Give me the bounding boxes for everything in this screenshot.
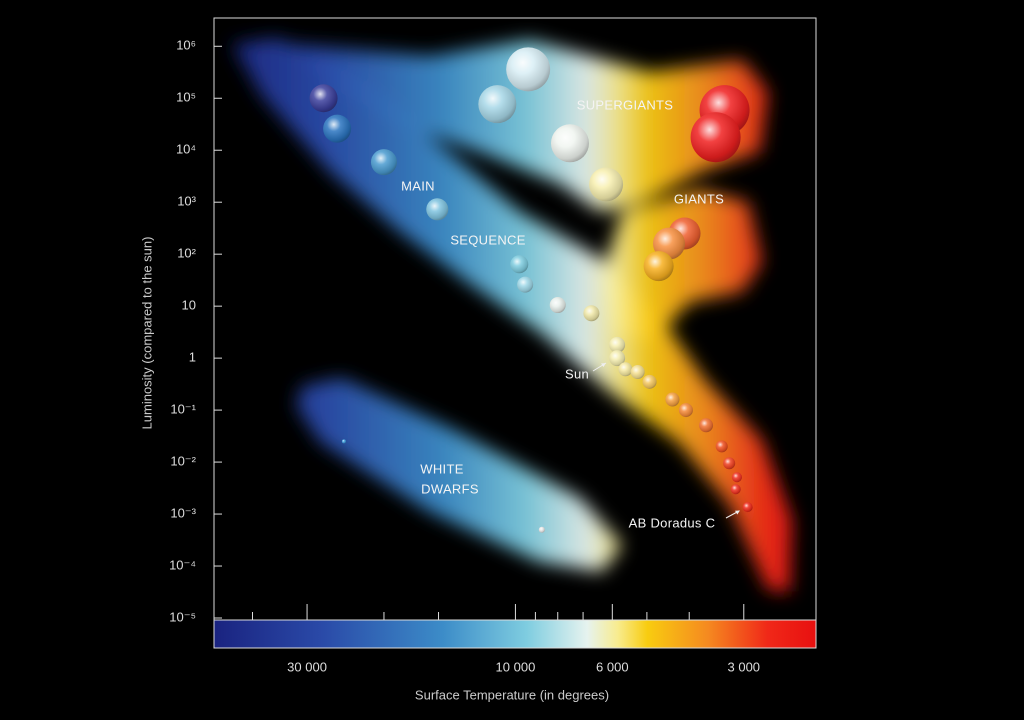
- star-highlight: [715, 440, 728, 453]
- star-highlight: [538, 526, 545, 533]
- star-highlight: [583, 305, 600, 322]
- star-highlight: [742, 502, 753, 513]
- supergiant-region: [290, 40, 768, 212]
- star-highlight: [517, 276, 534, 293]
- star-highlight: [730, 484, 741, 495]
- star-highlight: [478, 85, 517, 124]
- plot-frame: [213, 17, 817, 649]
- x-tick-label: 10 000: [496, 659, 536, 674]
- x-tick-label: 30 000: [287, 659, 327, 674]
- star-highlight: [699, 418, 714, 433]
- star-highlight: [609, 336, 626, 353]
- star-highlight: [510, 255, 529, 274]
- y-tick-label: 10²: [177, 246, 196, 261]
- x-tick-label: 6 000: [596, 659, 629, 674]
- y-tick-label: 10³: [177, 194, 196, 209]
- star-highlight: [678, 403, 693, 418]
- star-highlight: [506, 47, 551, 92]
- regions: [232, 38, 792, 592]
- star-highlight: [323, 114, 352, 143]
- region-label: SUPERGIANTS: [577, 97, 674, 112]
- white-dwarf-region: [296, 378, 622, 572]
- star-highlight: [609, 350, 626, 367]
- star-highlight: [630, 365, 645, 380]
- arrow-head: [735, 510, 740, 515]
- giant-region: [600, 190, 762, 342]
- y-tick-label: 10⁵: [176, 90, 196, 105]
- star-highlight: [370, 149, 397, 176]
- star-highlight: [731, 472, 742, 483]
- y-tick-label: 10⁶: [176, 38, 196, 53]
- star-highlight: [723, 457, 736, 470]
- ticks: 10⁶ 10⁵ 10⁴ 10³ 10² 10 1 10⁻¹ 10⁻² 10⁻³ 10⁻⁴ 10⁻⁵ 30…: [169, 38, 760, 675]
- x-tick-label: 3 000: [728, 659, 761, 674]
- star-highlight: [589, 167, 624, 202]
- star-highlight: [550, 124, 589, 163]
- region-label: SEQUENCE: [450, 232, 525, 247]
- y-tick-label: 10⁻³: [170, 505, 196, 520]
- star-highlight: [642, 374, 657, 389]
- y-tick-label: 10⁻⁴: [169, 557, 196, 572]
- stars: [309, 47, 753, 533]
- star-highlight: [341, 439, 346, 444]
- y-tick-label: 1: [189, 350, 196, 365]
- main-sequence-region: [232, 38, 792, 592]
- star-highlight: [690, 112, 741, 163]
- star-highlight: [665, 392, 680, 407]
- y-axis-title: Luminosity (compared to the sun): [139, 237, 154, 430]
- color-bar: [214, 620, 816, 648]
- region-label: GIANTS: [674, 191, 724, 206]
- star-highlight: [643, 251, 674, 282]
- star-highlight: [549, 297, 566, 314]
- region-label: MAIN: [401, 178, 435, 193]
- y-tick-label: 10⁴: [176, 142, 196, 157]
- arrow-head: [601, 363, 606, 367]
- star-highlight: [618, 362, 633, 377]
- star-highlight: [426, 198, 449, 221]
- y-tick-label: 10⁻²: [170, 454, 196, 469]
- y-tick-label: 10⁻⁵: [169, 609, 196, 624]
- star-highlight: [309, 84, 338, 113]
- y-tick-label: 10: [182, 298, 196, 313]
- region-label: WHITE: [420, 461, 463, 476]
- annotation: AB Doradus C: [629, 515, 716, 530]
- x-axis-title: Surface Temperature (in degrees): [415, 687, 609, 702]
- y-tick-label: 10⁻¹: [170, 402, 196, 417]
- region-label: DWARFS: [421, 481, 479, 496]
- annotation: Sun: [565, 366, 589, 381]
